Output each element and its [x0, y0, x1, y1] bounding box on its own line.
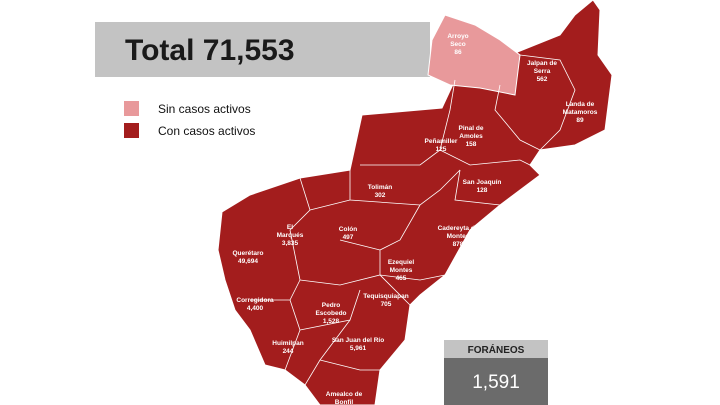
- municipality-cases: 89: [576, 117, 584, 124]
- municipality-name: Ezequiel: [388, 259, 415, 266]
- legend-label: Con casos activos: [158, 124, 255, 138]
- municipality-name: Pedro: [322, 302, 340, 309]
- municipality-cases: 128: [477, 187, 488, 194]
- municipality-name: Tequisquiapan: [363, 293, 408, 300]
- municipality-name: Jalpan de: [527, 60, 557, 67]
- municipality-cases: 1,528: [323, 318, 340, 325]
- legend-label: Sin casos activos: [158, 102, 251, 116]
- municipality-cases: 86: [454, 49, 462, 56]
- legend-swatch: [124, 101, 139, 116]
- municipality-name: El: [287, 224, 293, 231]
- municipality-name: Cadereyta de: [438, 225, 479, 232]
- municipality-name: Escobedo: [315, 310, 346, 317]
- legend-swatch: [124, 123, 139, 138]
- foraneos-label: FORÁNEOS: [468, 343, 525, 356]
- municipality-cases: 302: [375, 192, 386, 199]
- municipality-cases: 465: [396, 275, 407, 282]
- municipality-cases: 125: [436, 146, 447, 153]
- municipality-name: Querétaro: [232, 250, 263, 257]
- total: Total 71,553: [125, 34, 295, 67]
- municipality-name: Matamoros: [563, 109, 598, 116]
- municipality-name: Pinal de: [459, 125, 484, 132]
- foraneos-value: 1,591: [472, 372, 520, 393]
- total-box: [95, 22, 430, 77]
- municipality-cases: 3,835: [282, 240, 299, 247]
- municipality-cases: 49,694: [238, 258, 258, 265]
- municipality-name: Huimilpan: [272, 340, 303, 347]
- municipality-cases: 562: [537, 76, 548, 83]
- municipality-cases: 878: [453, 241, 464, 248]
- municipality-name: Tolimán: [368, 184, 392, 191]
- municipality-name: Peñamiller: [425, 138, 458, 145]
- arroyo-seco-shape: [427, 14, 521, 96]
- foraneos-header: [444, 340, 548, 358]
- municipality-cases: 705: [381, 301, 392, 308]
- municipality-name: Marqués: [277, 232, 304, 239]
- municipality-name: Arroyo: [447, 33, 468, 40]
- municipality-name: Bonfil: [335, 399, 354, 405]
- municipality-name: Corregidora: [236, 297, 274, 304]
- municipality-cases: 497: [343, 234, 354, 241]
- municipality-name: San Juan del Río: [332, 337, 384, 344]
- municipality-cases: 5,961: [350, 345, 367, 352]
- municipality-cases: 158: [466, 141, 477, 148]
- municipality-name: Amoles: [459, 133, 483, 140]
- municipality-name: Montes: [390, 267, 413, 274]
- municipality-name: Landa de: [566, 101, 595, 108]
- municipality-name: San Joaquín: [463, 179, 502, 186]
- municipality-name: Serra: [534, 68, 551, 75]
- municipality-name: Montes: [447, 233, 470, 240]
- municipality-cases: 244: [283, 348, 294, 355]
- municipality-name: Amealco de: [326, 391, 363, 398]
- borders: [250, 54, 576, 386]
- foraneos-box: [444, 358, 548, 405]
- municipality-cases: 4,400: [247, 305, 264, 312]
- municipality-name: Colón: [339, 226, 357, 233]
- municipality-name: Seco: [450, 41, 466, 48]
